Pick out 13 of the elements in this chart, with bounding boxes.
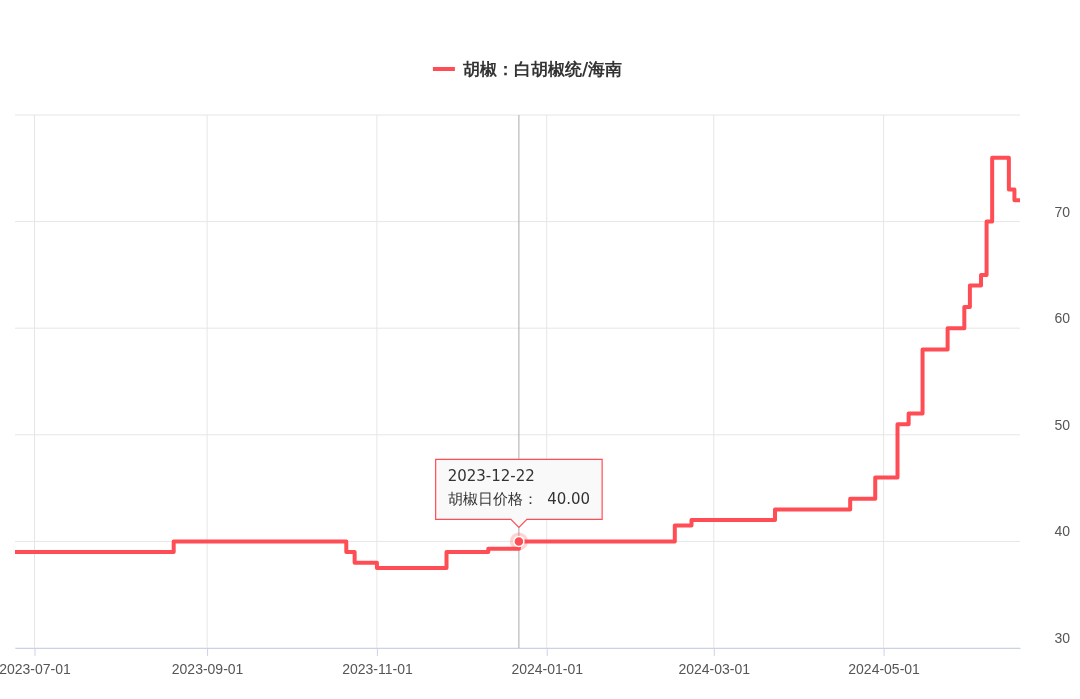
legend-label: 胡椒：白胡椒统/海南	[461, 59, 623, 79]
y-tick-label: 60	[1054, 310, 1071, 327]
annotation: 2023-12-22 胡椒日价格： 40.00	[447, 467, 591, 509]
x-tick-label: 2023-11-01	[342, 661, 413, 678]
x-tick-label: 2024-01-01	[511, 661, 584, 678]
x-tick-label: 2024-05-01	[848, 661, 921, 678]
x-tick-label: 2023-09-01	[171, 661, 244, 678]
x-tick-label: 2023-07-01	[0, 661, 71, 678]
y-tick-label: 50	[1054, 416, 1071, 433]
y-tick-label: 30	[1054, 629, 1071, 646]
x-tick-label: 2024-03-01	[678, 661, 751, 678]
y-tick-label: 70	[1054, 203, 1071, 220]
y-tick-label: 40	[1054, 523, 1071, 540]
